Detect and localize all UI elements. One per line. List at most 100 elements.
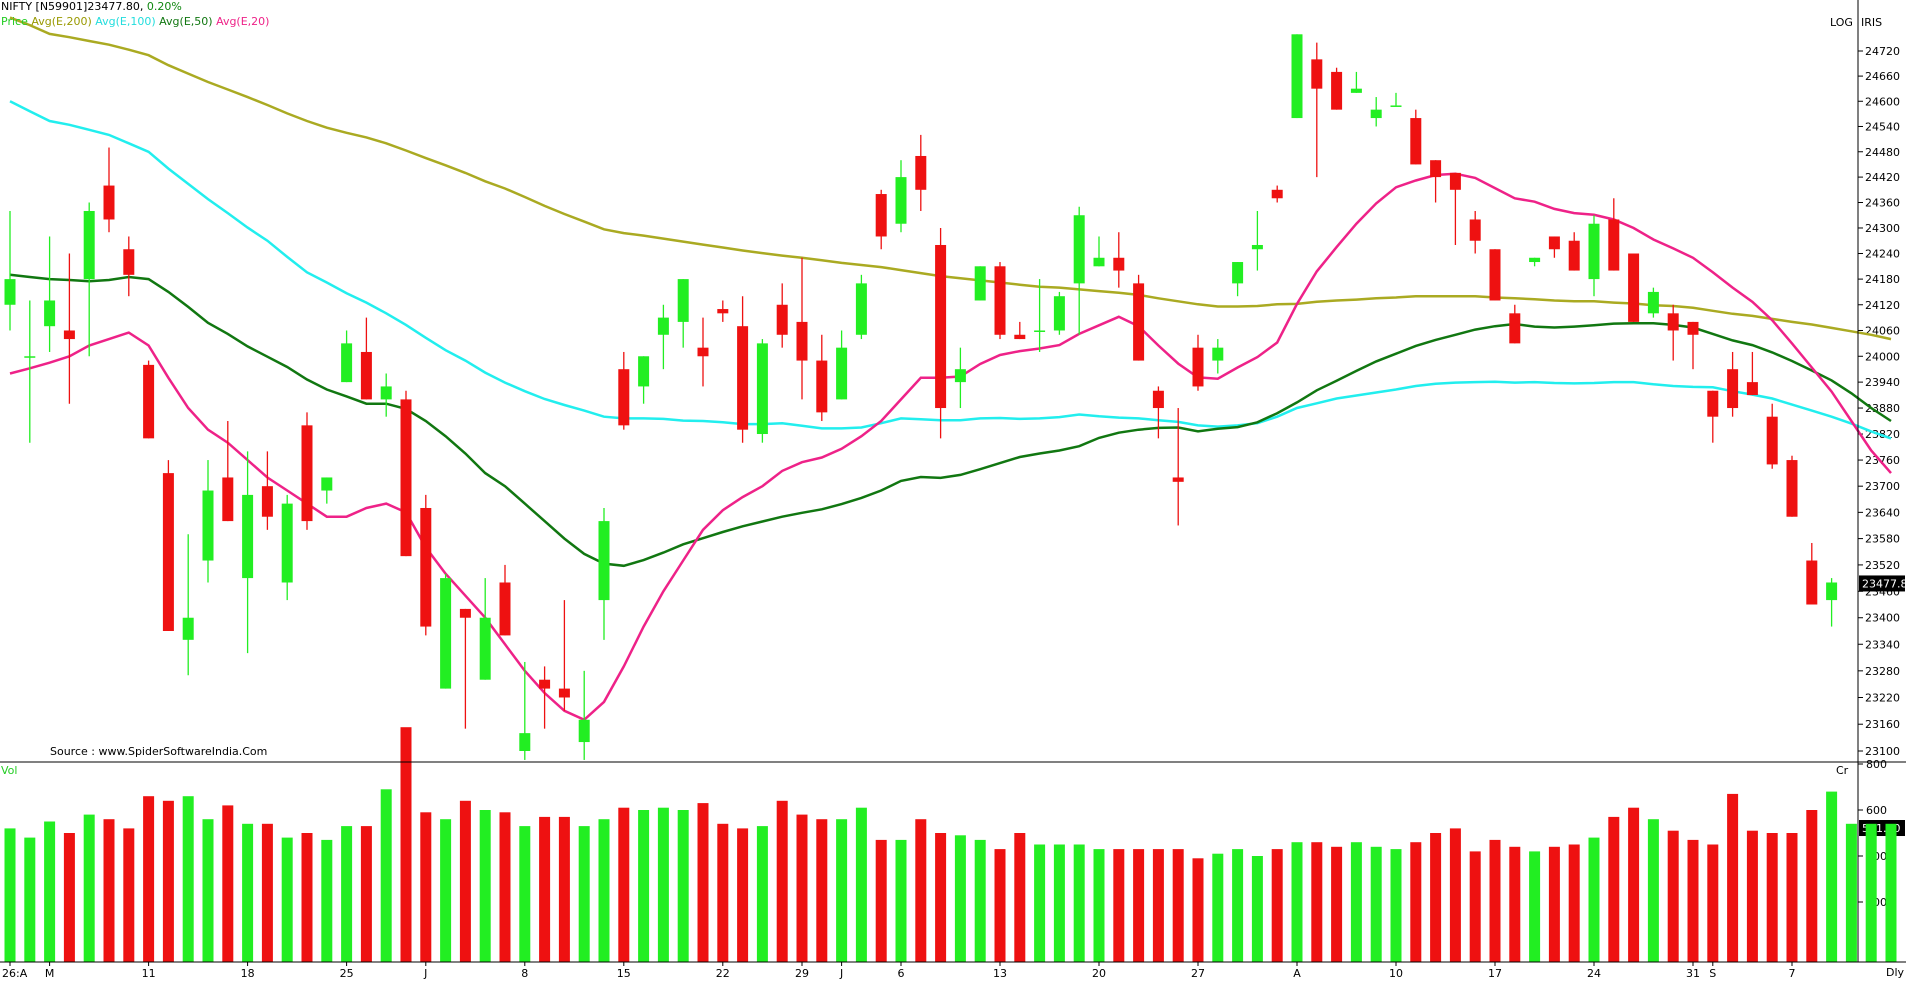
volume-bar-89 bbox=[1766, 833, 1778, 962]
candle-body bbox=[1667, 313, 1679, 331]
volume-bar-51 bbox=[1014, 833, 1026, 962]
candle-2 bbox=[44, 236, 56, 352]
volume-bar-72 bbox=[1430, 833, 1442, 962]
candle-66 bbox=[1311, 42, 1323, 178]
candle-body bbox=[1588, 223, 1600, 280]
candle-30 bbox=[598, 507, 610, 640]
price-tick-label-27: 24720 bbox=[1865, 45, 1900, 58]
volume-bar-76 bbox=[1509, 846, 1521, 962]
candle-24 bbox=[479, 578, 491, 680]
candle-46 bbox=[915, 134, 927, 211]
candle-body bbox=[182, 617, 194, 640]
candle-body bbox=[1826, 582, 1838, 601]
candle-body bbox=[677, 279, 689, 322]
volume-bar-92 bbox=[1826, 791, 1838, 962]
candle-body bbox=[1608, 219, 1620, 271]
volume-bar-0 bbox=[4, 828, 16, 962]
volume-bar-67 bbox=[1331, 846, 1343, 962]
candle-body bbox=[1271, 189, 1283, 199]
candle-body bbox=[638, 356, 650, 387]
candle-84 bbox=[1667, 304, 1679, 361]
date-label-14: 27 bbox=[1191, 967, 1205, 980]
candle-body bbox=[1251, 244, 1263, 250]
price-legend: Price bbox=[1, 15, 28, 28]
date-label-21: 7 bbox=[1789, 967, 1796, 980]
candle-60 bbox=[1192, 334, 1204, 391]
price-tick-label-11: 23760 bbox=[1865, 454, 1900, 467]
date-label-19: 31 bbox=[1686, 967, 1700, 980]
price-tick-label-19: 24240 bbox=[1865, 248, 1900, 261]
candle-12 bbox=[242, 451, 254, 654]
crore-unit-label: Cr bbox=[1836, 764, 1849, 777]
candle-10 bbox=[202, 460, 214, 583]
volume-bar-46 bbox=[915, 819, 927, 962]
candle-37 bbox=[737, 296, 749, 443]
candle-body bbox=[1628, 253, 1640, 322]
candle-63 bbox=[1251, 210, 1263, 271]
volume-bar-29 bbox=[578, 826, 590, 962]
last-price-box bbox=[1859, 575, 1905, 592]
candle-body bbox=[954, 369, 966, 383]
candle-31 bbox=[618, 351, 630, 430]
date-label-16: 10 bbox=[1389, 967, 1403, 980]
volume-bar-84 bbox=[1667, 830, 1679, 962]
candle-77 bbox=[1529, 257, 1541, 267]
candle-body bbox=[657, 317, 669, 335]
candle-23 bbox=[459, 608, 471, 729]
chart-header-line-1: NIFTY [N59901]23477.80, 0.20% bbox=[1, 0, 182, 14]
volume-bar-2 bbox=[44, 821, 56, 962]
candle-67 bbox=[1331, 67, 1343, 110]
candle-body bbox=[1469, 219, 1481, 241]
candle-body bbox=[697, 347, 709, 357]
date-label-8: 22 bbox=[716, 967, 730, 980]
candle-body bbox=[855, 283, 867, 335]
volume-bar-82 bbox=[1628, 807, 1640, 962]
candle-62 bbox=[1232, 262, 1244, 297]
volume-bar-56 bbox=[1113, 849, 1125, 962]
volume-bar-5 bbox=[103, 819, 115, 962]
volume-bar-15 bbox=[301, 833, 313, 962]
iris-label[interactable]: IRIS bbox=[1861, 16, 1883, 29]
volume-bar-13 bbox=[261, 823, 273, 962]
candle-29 bbox=[578, 670, 590, 760]
candle-86 bbox=[1707, 390, 1719, 443]
candle-36 bbox=[717, 300, 729, 322]
volume-bar-90 bbox=[1786, 833, 1798, 962]
candle-41 bbox=[816, 334, 828, 422]
volume-bar-11 bbox=[222, 805, 234, 962]
candle-20 bbox=[400, 390, 412, 557]
candle-44 bbox=[875, 189, 887, 250]
date-label-15: A bbox=[1293, 967, 1301, 980]
candle-56 bbox=[1113, 232, 1125, 288]
log-scale-label[interactable]: LOG bbox=[1830, 16, 1853, 29]
candle-92 bbox=[1826, 578, 1838, 627]
last-price-tag: 23477.8 bbox=[1862, 577, 1906, 590]
date-axis: 26:A M 11 18 25 J 8 15 22 29 J 6 13 20 27 A 10 17 24 31 S 7 bbox=[2, 962, 1796, 980]
candle-body bbox=[935, 244, 947, 409]
date-label-17: 17 bbox=[1488, 967, 1502, 980]
candle-32 bbox=[638, 356, 650, 404]
candle-body bbox=[1370, 109, 1382, 119]
candle-body bbox=[44, 300, 56, 327]
candle-87 bbox=[1727, 351, 1739, 417]
volume-bar-78 bbox=[1548, 846, 1560, 962]
date-label-4: 25 bbox=[340, 967, 354, 980]
candle-body bbox=[301, 425, 313, 522]
volume-bar-20 bbox=[400, 727, 412, 962]
volume-bar-62 bbox=[1232, 849, 1244, 962]
ema100-line bbox=[9, 100, 1892, 440]
candle-33 bbox=[657, 304, 669, 370]
volume-bar-54 bbox=[1073, 844, 1085, 962]
candle-body bbox=[1152, 390, 1164, 409]
daily-period-label[interactable]: Dly bbox=[1886, 966, 1905, 979]
candle-1 bbox=[24, 300, 36, 443]
candle-body bbox=[1192, 347, 1204, 387]
volume-bar-87 bbox=[1727, 793, 1739, 962]
candle-26 bbox=[519, 661, 531, 760]
price-tick-label-25: 24600 bbox=[1865, 95, 1900, 108]
candle-body bbox=[479, 617, 491, 680]
volume-bar-66 bbox=[1311, 842, 1323, 962]
candle-body bbox=[1727, 369, 1739, 409]
price-tick-label-26: 24660 bbox=[1865, 70, 1900, 83]
volume-bar-74 bbox=[1469, 851, 1481, 962]
